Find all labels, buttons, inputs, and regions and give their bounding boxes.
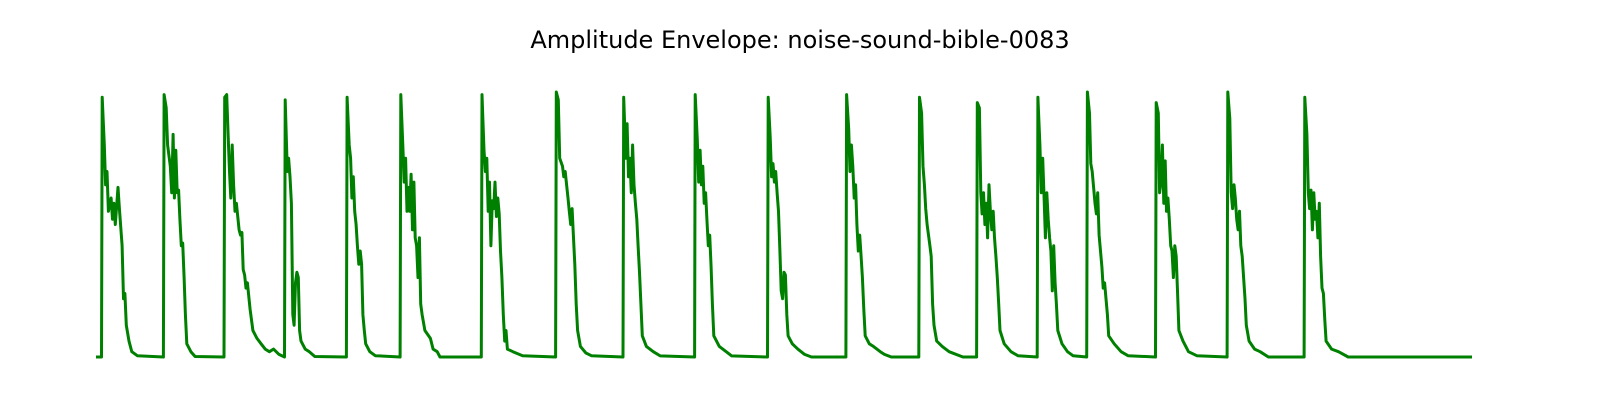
chart-title: Amplitude Envelope: noise-sound-bible-00… [530, 26, 1070, 54]
envelope-line-0 [96, 90, 1472, 359]
